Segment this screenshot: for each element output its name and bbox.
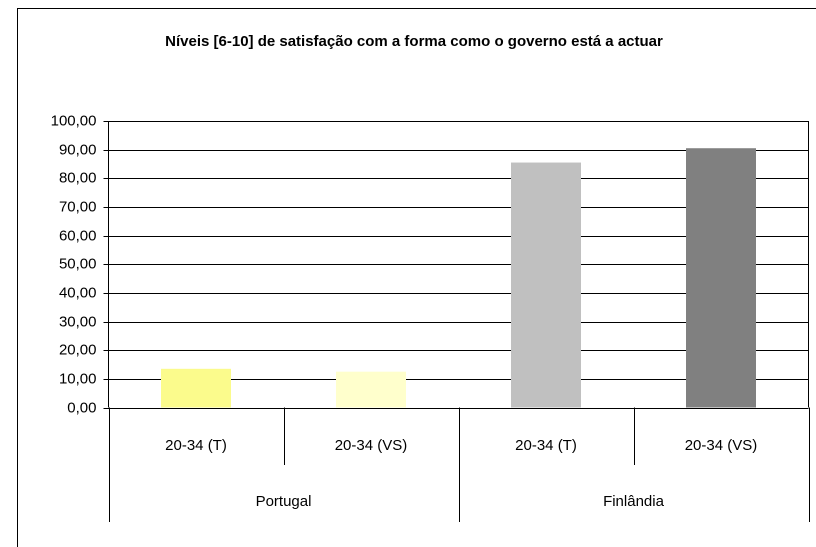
bar [511,162,581,408]
y-tick-label: 60,00 [59,227,97,244]
bar [161,368,231,408]
bar [686,148,756,408]
bar [336,371,406,408]
y-tick-label: 0,00 [67,399,96,416]
y-tick-label: 90,00 [59,141,97,158]
chart-frame [17,8,816,547]
x-tick-label: 20-34 (VS) [685,437,758,454]
x-tick-label: 20-34 (VS) [335,437,408,454]
chart-title: Níveis [6-10] de satisfação com a forma … [165,33,663,50]
group-label: Finlândia [603,493,665,510]
group-label: Portugal [256,493,312,510]
y-tick-label: 30,00 [59,313,97,330]
y-tick-label: 10,00 [59,370,97,387]
y-tick-label: 80,00 [59,169,97,186]
y-tick-label: 70,00 [59,198,97,215]
y-tick-label: 100,00 [51,112,97,129]
y-tick-label: 20,00 [59,341,97,358]
y-tick-label: 40,00 [59,284,97,301]
x-tick-label: 20-34 (T) [165,437,227,454]
x-tick-label: 20-34 (T) [515,437,577,454]
y-tick-label: 50,00 [59,255,97,272]
